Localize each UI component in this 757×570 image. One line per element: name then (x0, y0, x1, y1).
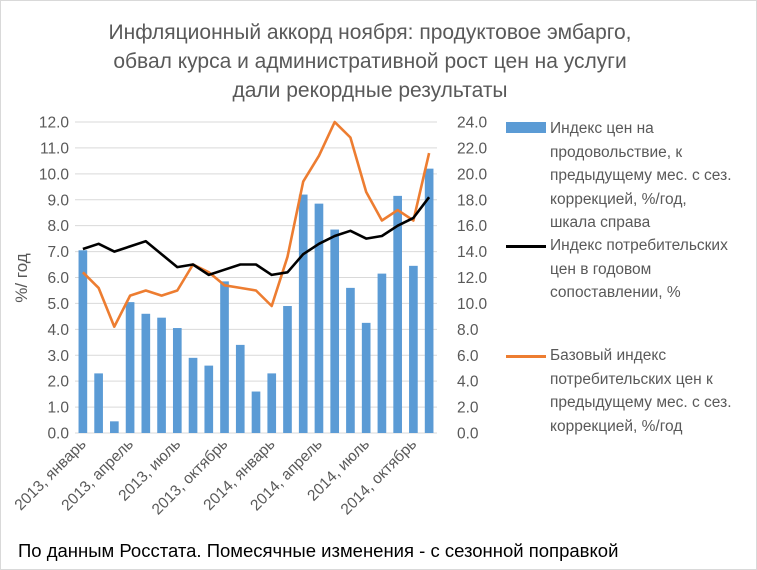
y2-tick-label: 24.0 (457, 115, 488, 132)
y-tick-label: 0.0 (47, 426, 69, 443)
gridlines (75, 121, 437, 434)
chart-title-line-2: обвал курса и административной рост цен … (113, 50, 627, 73)
y-tick-label: 6.0 (47, 270, 69, 287)
y2-tick-label: 18.0 (457, 192, 488, 209)
y-tick-label: 4.0 (47, 322, 69, 339)
y-tick-label: 3.0 (47, 348, 69, 365)
y-tick-label: 10.0 (39, 166, 70, 183)
bar (157, 317, 166, 433)
legend-item-core: Базовый индекс потребительских цен к пре… (500, 344, 750, 438)
y2-tick-label: 14.0 (457, 244, 488, 261)
legend-swatch-cpi (506, 245, 546, 248)
bar (125, 302, 135, 433)
legend-label-food: Индекс цен на продовольствие, к предыдущ… (550, 120, 732, 231)
bar (330, 229, 340, 433)
bar (94, 373, 103, 433)
footnote: По данным Росстата. Помесячные изменения… (18, 540, 619, 561)
bar (424, 168, 434, 433)
bar (298, 194, 308, 433)
chart-title-line-1: Инфляционный аккорд ноября: продуктовое … (108, 21, 632, 44)
bar (267, 373, 277, 433)
y-tick-label: 8.0 (47, 218, 69, 235)
bar (235, 344, 245, 433)
y-tick-label: 7.0 (47, 244, 69, 261)
bar (78, 250, 88, 433)
legend-swatch-core (506, 355, 546, 358)
bar (204, 365, 214, 433)
y2-tick-label: 16.0 (457, 218, 488, 235)
y-axis-label: %/ год (12, 253, 31, 302)
y-tick-label: 12.0 (39, 115, 70, 132)
y-tick-label: 1.0 (47, 400, 69, 417)
y2-tick-label: 12.0 (457, 270, 488, 287)
y2-tick-label: 22.0 (457, 140, 488, 157)
bar (110, 421, 119, 433)
bar (172, 328, 182, 433)
bar (220, 281, 229, 433)
y-axis-left-ticks: 0.0 1.0 2.0 3.0 4.0 5.0 6.0 7.0 8.0 9.0 10.0 11.0 12… (39, 115, 70, 443)
bar (393, 195, 402, 433)
bar (283, 306, 292, 433)
bar (188, 357, 198, 433)
bar (377, 273, 387, 433)
chart-title-line-3: дали рекордные результаты (232, 79, 508, 102)
legend-label-core: Базовый индекс потребительских цен к пре… (550, 347, 732, 435)
y-tick-label: 5.0 (47, 296, 69, 313)
legend: Индекс цен на продовольствие, к предыдущ… (500, 117, 750, 438)
legend-swatch-bar (506, 122, 546, 133)
y2-tick-label: 10.0 (457, 296, 488, 313)
bar (141, 313, 151, 433)
y2-tick-label: 6.0 (457, 348, 479, 365)
bar (314, 203, 324, 433)
y-tick-label: 11.0 (40, 140, 69, 157)
y-tick-label: 2.0 (47, 374, 69, 391)
bar (346, 287, 355, 433)
y-axis-right-ticks: 0.0 2.0 4.0 6.0 8.0 10.0 12.0 14.0 16.0 18.0 20.0 2… (457, 115, 488, 443)
y-tick-label: 9.0 (47, 192, 69, 209)
y2-tick-label: 4.0 (457, 374, 479, 391)
bar (409, 265, 418, 433)
bar (361, 322, 371, 433)
y2-tick-label: 0.0 (457, 426, 479, 443)
line-series (81, 120, 431, 329)
bar-series-food (78, 168, 434, 433)
legend-label-cpi: Индекс потребительских цен в годовом соп… (550, 237, 728, 301)
legend-item-cpi: Индекс потребительских цен в годовом соп… (500, 234, 750, 344)
line-cpi (82, 196, 431, 277)
y2-tick-label: 2.0 (457, 400, 479, 417)
bar (251, 391, 261, 433)
chart-title: Инфляционный аккорд ноября: продуктовое … (60, 18, 680, 105)
y2-tick-label: 20.0 (457, 166, 488, 183)
line-core (81, 120, 431, 329)
legend-item-food: Индекс цен на продовольствие, к предыдущ… (500, 117, 750, 234)
y2-tick-label: 8.0 (457, 322, 479, 339)
